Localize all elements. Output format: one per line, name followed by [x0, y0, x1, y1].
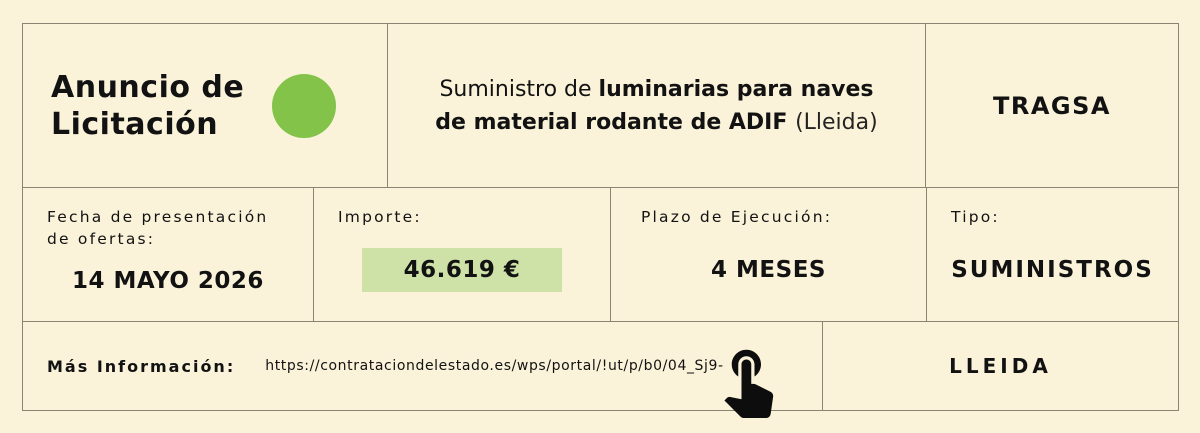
- details-row: Fecha de presentación de ofertas: 14 MAY…: [23, 188, 1178, 322]
- field-tipo: Tipo: SUMINISTROS: [927, 188, 1178, 321]
- subject-cell: Suministro de luminarias para naves de m…: [388, 24, 926, 187]
- green-circle-icon: [272, 73, 337, 138]
- importe-value: 46.619 €: [361, 247, 563, 292]
- field-label: Plazo de Ejecución:: [641, 208, 833, 226]
- subject-line1-regular: Suministro de: [439, 76, 599, 102]
- tap-hand-icon[interactable]: [709, 340, 787, 418]
- tender-subject: Suministro de luminarias para naves de m…: [435, 73, 877, 139]
- field-plazo-ejecucion: Plazo de Ejecución: 4 MESES: [611, 188, 927, 321]
- subject-line2-light: (Lleida): [795, 109, 878, 135]
- subject-line2-bold: de material rodante de ADIF: [435, 109, 796, 135]
- subject-line1-bold: luminarias para naves: [598, 76, 874, 102]
- fecha-value: 14 MAYO 2026: [72, 267, 264, 294]
- field-label: Tipo:: [951, 208, 1000, 226]
- page-title: Anuncio de Licitación: [51, 69, 244, 143]
- location-value: LLEIDA: [949, 354, 1052, 378]
- page-title-line2: Licitación: [51, 106, 219, 142]
- info-url-link[interactable]: https://contrataciondelestado.es/wps/por…: [265, 358, 724, 374]
- field-importe: Importe: 46.619 €: [314, 188, 611, 321]
- field-label: Importe:: [338, 208, 422, 226]
- tipo-value: SUMINISTROS: [951, 256, 1154, 283]
- more-info-cell: Más Información: https://contrataciondel…: [23, 322, 823, 410]
- footer-row: Más Información: https://contrataciondel…: [23, 322, 1178, 410]
- tender-card: Anuncio de Licitación Suministro de lumi…: [22, 23, 1179, 411]
- page-title-line1: Anuncio de: [51, 69, 245, 105]
- plazo-value: 4 MESES: [711, 256, 826, 283]
- more-info-label: Más Información:: [47, 356, 236, 376]
- company-cell: TRAGSA: [926, 24, 1178, 187]
- title-cell: Anuncio de Licitación: [23, 24, 388, 187]
- field-label: Fecha de presentación de ofertas:: [47, 208, 269, 248]
- field-fecha-presentacion: Fecha de presentación de ofertas: 14 MAY…: [23, 188, 314, 321]
- location-cell: LLEIDA: [823, 322, 1178, 410]
- company-name: TRAGSA: [993, 91, 1111, 120]
- header-row: Anuncio de Licitación Suministro de lumi…: [23, 24, 1178, 188]
